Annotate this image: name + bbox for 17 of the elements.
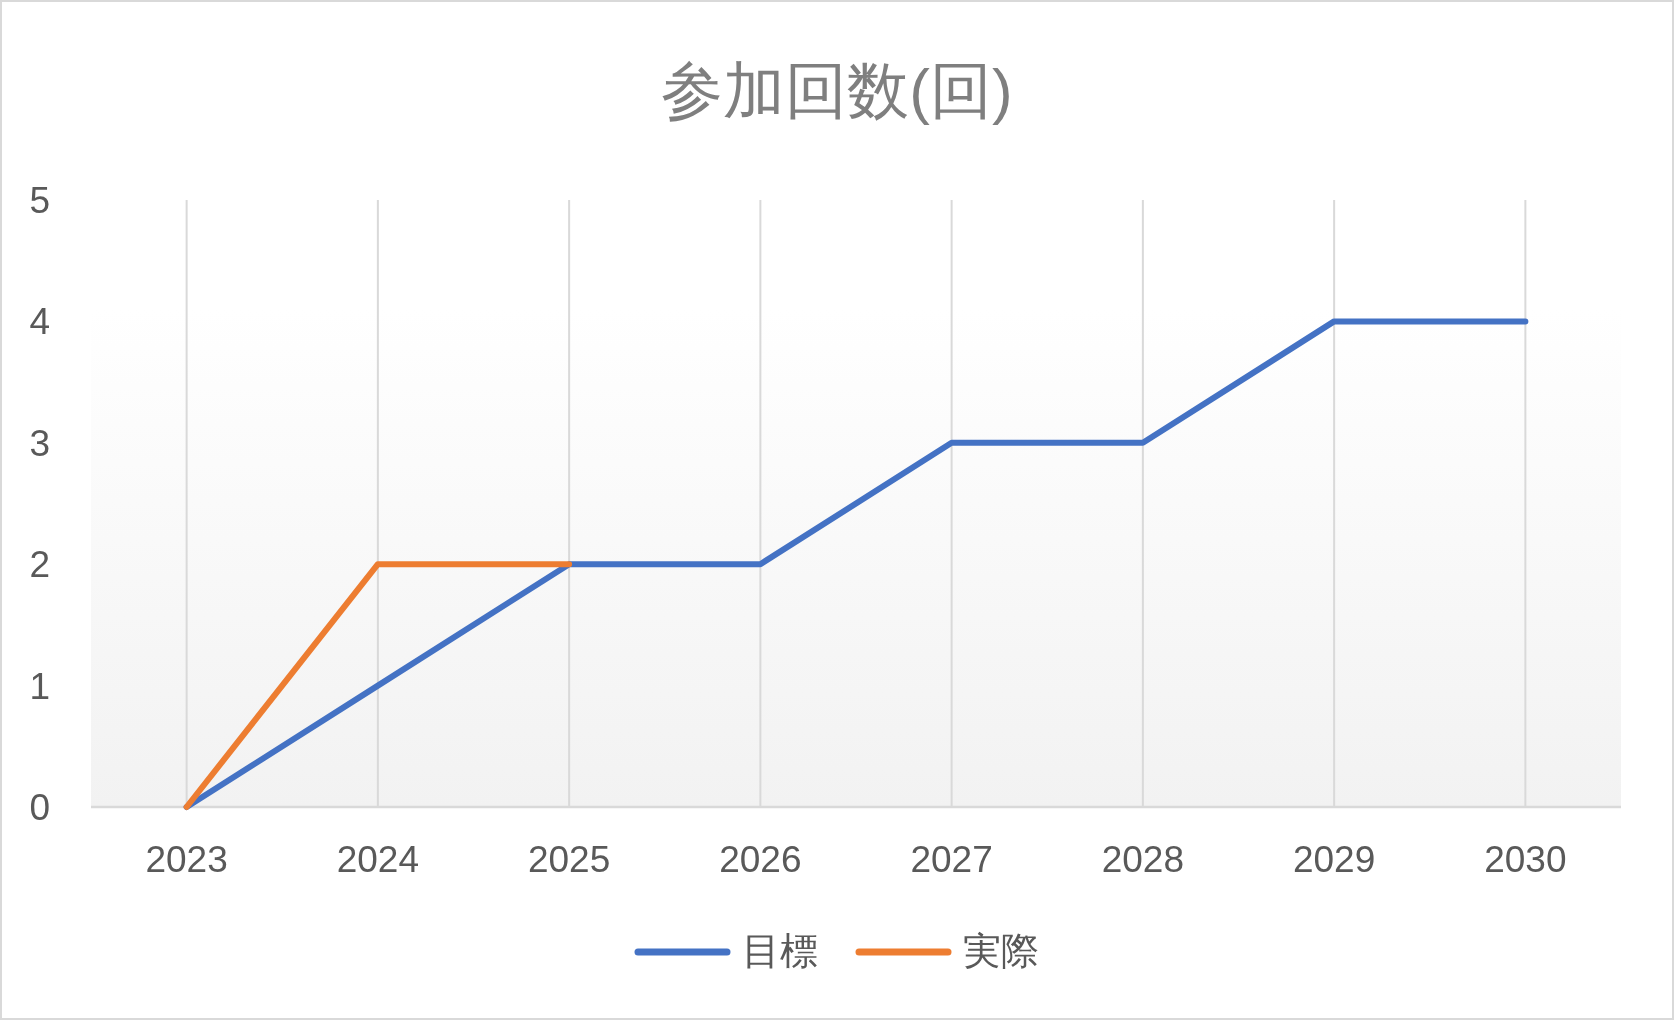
x-tick-label: 2023 [145, 839, 228, 880]
y-tick-label: 0 [29, 787, 50, 828]
y-tick-label: 3 [29, 422, 50, 464]
x-tick-label: 2024 [336, 839, 420, 880]
x-tick-label: 2029 [1292, 839, 1376, 880]
y-tick-label: 2 [29, 544, 50, 586]
x-tick-label: 2030 [1484, 839, 1567, 880]
legend-label: 実際 [963, 930, 1039, 972]
y-tick-label: 5 [29, 180, 50, 221]
x-tick-label: 2026 [719, 839, 802, 880]
x-tick-label: 2028 [1101, 839, 1185, 880]
x-tick-label: 2025 [527, 839, 611, 880]
chart-title: 参加回数(回) [661, 56, 1013, 125]
y-tick-label: 1 [29, 665, 50, 707]
x-tick-label: 2027 [910, 839, 993, 880]
legend-label: 目標 [742, 930, 818, 972]
y-tick-label: 4 [29, 301, 50, 343]
